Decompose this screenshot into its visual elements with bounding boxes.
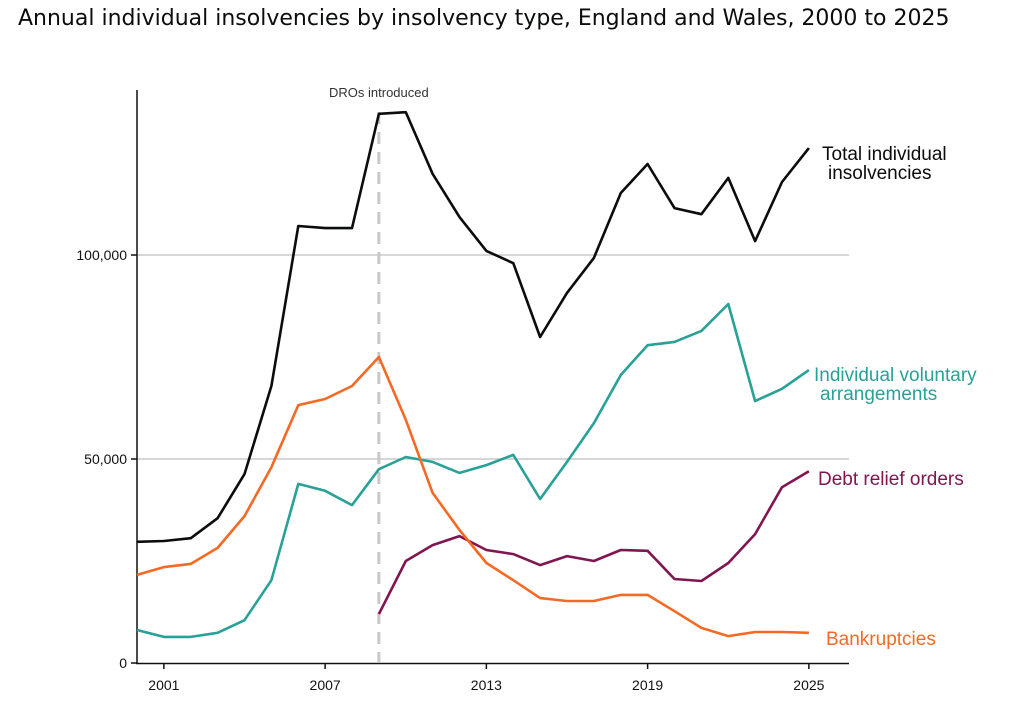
series-label-individual-voluntary-arrangements: Individual voluntary arrangements <box>814 365 977 405</box>
y-tick-label: 50,000 <box>84 451 127 467</box>
x-tick-label: 2025 <box>793 677 824 693</box>
series-label-bankruptcies: Bankruptcies <box>826 629 936 650</box>
x-tick-label: 2001 <box>148 677 179 693</box>
chart-title: Annual individual insolvencies by insolv… <box>18 6 950 31</box>
y-tick-label: 100,000 <box>76 247 127 263</box>
annotation-label: DROs introduced <box>329 85 429 100</box>
series-line-total-individual-insolvencies <box>136 110 810 544</box>
series-line-individual-voluntary-arrangements <box>136 302 810 639</box>
y-tick-label: 0 <box>119 655 127 671</box>
series-label-total-individual-insolvencies: Total individual insolvencies <box>822 144 947 184</box>
series-line-debt-relief-orders <box>377 470 810 615</box>
x-tick-label: 2007 <box>310 677 341 693</box>
x-tick-label: 2019 <box>632 677 663 693</box>
series-label-debt-relief-orders: Debt relief orders <box>818 469 964 490</box>
series-line-bankruptcies <box>136 355 809 638</box>
x-tick-label: 2013 <box>471 677 502 693</box>
